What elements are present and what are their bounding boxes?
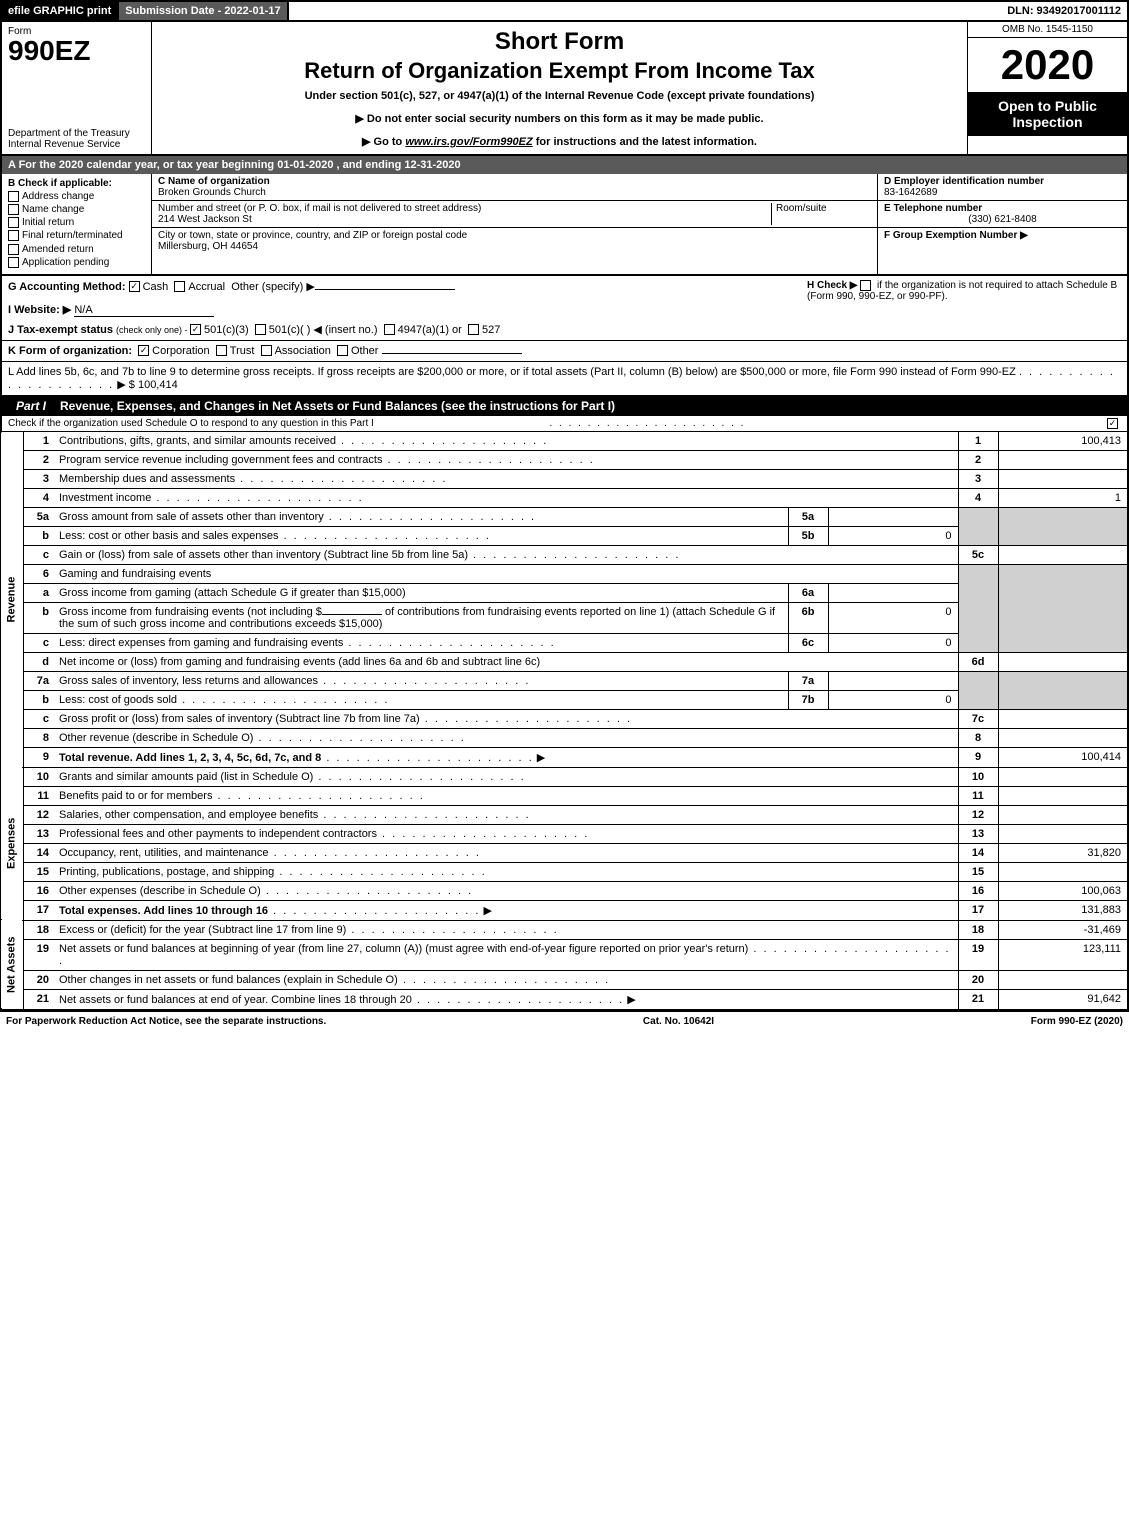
irs-label: Internal Revenue Service — [8, 139, 145, 150]
line-7c-amount — [998, 709, 1128, 728]
line-6b-subval: 0 — [828, 602, 958, 633]
line-11-amount — [998, 786, 1128, 805]
return-title: Return of Organization Exempt From Incom… — [162, 58, 957, 84]
line-19-amount: 123,111 — [998, 939, 1128, 970]
netassets-sidelabel: Net Assets — [1, 920, 23, 1009]
line-4-amount: 1 — [998, 488, 1128, 507]
chk-name-change[interactable]: Name change — [8, 204, 145, 215]
line-6a-subval — [828, 583, 958, 602]
other-specify-input[interactable] — [315, 289, 455, 290]
line-6c-subval: 0 — [828, 633, 958, 652]
line-16-amount: 100,063 — [998, 881, 1128, 900]
footer-right: Form 990-EZ (2020) — [1031, 1016, 1123, 1027]
room-suite: Room/suite — [771, 203, 871, 225]
telephone: (330) 621-8408 — [884, 214, 1121, 225]
open-public: Open to Public Inspection — [968, 92, 1127, 136]
line-9-amount: 100,414 — [998, 747, 1128, 767]
line-20-amount — [998, 970, 1128, 989]
section-b: B Check if applicable: Address change Na… — [2, 174, 152, 274]
line-5a-subval — [828, 507, 958, 526]
note-goto: ▶ Go to www.irs.gov/Form990EZ for instru… — [162, 135, 957, 148]
top-bar: efile GRAPHIC print Submission Date - 20… — [0, 0, 1129, 20]
section-j: J Tax-exempt status (check only one) - 5… — [8, 323, 791, 336]
line-10-amount — [998, 767, 1128, 786]
header-left: Form 990EZ Department of the Treasury In… — [2, 22, 152, 154]
section-l: L Add lines 5b, 6c, and 7b to line 9 to … — [0, 362, 1129, 396]
chk-corporation[interactable] — [138, 345, 149, 356]
chk-amended-return[interactable]: Amended return — [8, 244, 145, 255]
ein: 83-1642689 — [884, 187, 1121, 198]
irs-link[interactable]: www.irs.gov/Form990EZ — [405, 136, 532, 148]
chk-501c3[interactable] — [190, 324, 201, 335]
omb-number: OMB No. 1545-1150 — [968, 22, 1127, 38]
chk-527[interactable] — [468, 324, 479, 335]
tax-year: 2020 — [968, 38, 1127, 92]
part-1-sub: Check if the organization used Schedule … — [0, 416, 1129, 432]
section-c: C Name of organization Broken Grounds Ch… — [152, 174, 877, 274]
chk-schedule-b[interactable] — [860, 280, 871, 291]
form-number: 990EZ — [8, 37, 145, 65]
line-1-amount: 100,413 — [998, 432, 1128, 451]
header-mid: Short Form Return of Organization Exempt… — [152, 22, 967, 154]
chk-application-pending[interactable]: Application pending — [8, 257, 145, 268]
dept-label: Department of the Treasury — [8, 128, 145, 139]
section-h: H Check ▶ if the organization is not req… — [801, 280, 1121, 336]
chk-501c[interactable] — [255, 324, 266, 335]
line-15-amount — [998, 862, 1128, 881]
footer-left: For Paperwork Reduction Act Notice, see … — [6, 1016, 326, 1027]
section-g: G Accounting Method: Cash Accrual Other … — [8, 280, 791, 293]
org-street: 214 West Jackson St — [158, 214, 771, 225]
section-a: A For the 2020 calendar year, or tax yea… — [0, 156, 1129, 174]
chk-schedule-o[interactable] — [1107, 418, 1118, 429]
line-7a-subval — [828, 671, 958, 690]
org-info: B Check if applicable: Address change Na… — [0, 174, 1129, 276]
section-i: I Website: ▶ N/A — [8, 303, 791, 317]
expenses-sidelabel: Expenses — [1, 767, 23, 920]
dln-label: DLN: 93492017001112 — [1001, 2, 1127, 20]
submission-date: Submission Date - 2022-01-17 — [119, 2, 288, 20]
org-city: Millersburg, OH 44654 — [158, 241, 871, 252]
efile-label: efile GRAPHIC print — [2, 2, 119, 20]
line-2-amount — [998, 450, 1128, 469]
section-def: D Employer identification number 83-1642… — [877, 174, 1127, 274]
line-17-amount: 131,883 — [998, 900, 1128, 920]
line-5c-amount — [998, 545, 1128, 564]
section-k: K Form of organization: Corporation Trus… — [0, 341, 1129, 362]
part-1-table: Revenue 1 Contributions, gifts, grants, … — [0, 432, 1129, 1010]
chk-address-change[interactable]: Address change — [8, 191, 145, 202]
under-section: Under section 501(c), 527, or 4947(a)(1)… — [162, 90, 957, 102]
line-8-amount — [998, 728, 1128, 747]
header-right: OMB No. 1545-1150 2020 Open to Public In… — [967, 22, 1127, 154]
chk-cash[interactable] — [129, 281, 140, 292]
org-name: Broken Grounds Church — [158, 187, 871, 198]
line-18-amount: -31,469 — [998, 920, 1128, 939]
footer-mid: Cat. No. 10642I — [643, 1016, 714, 1027]
short-form-title: Short Form — [162, 28, 957, 56]
part-1-header: Part I Revenue, Expenses, and Changes in… — [0, 396, 1129, 416]
chk-accrual[interactable] — [174, 281, 185, 292]
website-value: N/A — [74, 304, 214, 317]
revenue-sidelabel: Revenue — [1, 432, 23, 768]
chk-other-org[interactable] — [337, 345, 348, 356]
page-footer: For Paperwork Reduction Act Notice, see … — [0, 1010, 1129, 1031]
section-gh: G Accounting Method: Cash Accrual Other … — [0, 276, 1129, 341]
gross-receipts: 100,414 — [138, 379, 178, 391]
line-21-amount: 91,642 — [998, 989, 1128, 1009]
line-7b-subval: 0 — [828, 690, 958, 709]
chk-initial-return[interactable]: Initial return — [8, 217, 145, 228]
note-ssn: ▶ Do not enter social security numbers o… — [162, 112, 957, 125]
line-13-amount — [998, 824, 1128, 843]
line-14-amount: 31,820 — [998, 843, 1128, 862]
line-5b-subval: 0 — [828, 526, 958, 545]
chk-association[interactable] — [261, 345, 272, 356]
chk-4947[interactable] — [384, 324, 395, 335]
chk-trust[interactable] — [216, 345, 227, 356]
line-12-amount — [998, 805, 1128, 824]
chk-final-return[interactable]: Final return/terminated — [8, 230, 145, 241]
line-6d-amount — [998, 652, 1128, 671]
form-header: Form 990EZ Department of the Treasury In… — [0, 20, 1129, 156]
line-3-amount — [998, 469, 1128, 488]
